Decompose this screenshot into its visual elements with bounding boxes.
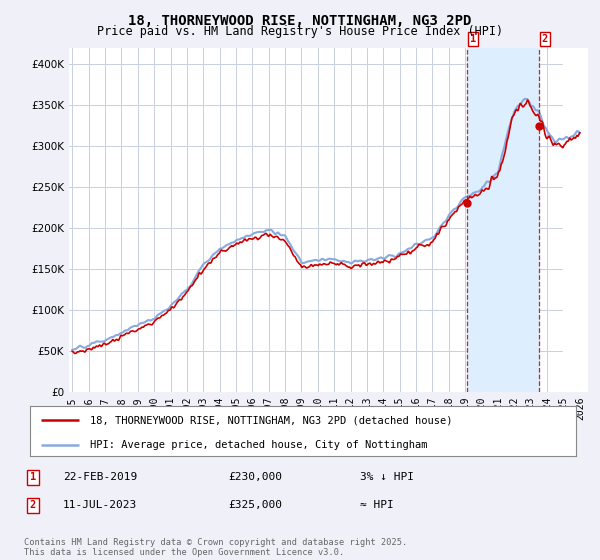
Text: 1: 1 (30, 472, 36, 482)
Text: 3% ↓ HPI: 3% ↓ HPI (360, 472, 414, 482)
Text: 2: 2 (30, 500, 36, 510)
Text: 2: 2 (542, 34, 548, 44)
Text: £230,000: £230,000 (228, 472, 282, 482)
Bar (563, 48, 588, 392)
Text: Contains HM Land Registry data © Crown copyright and database right 2025.
This d: Contains HM Land Registry data © Crown c… (24, 538, 407, 557)
Text: HPI: Average price, detached house, City of Nottingham: HPI: Average price, detached house, City… (90, 440, 428, 450)
Text: 18, THORNEYWOOD RISE, NOTTINGHAM, NG3 2PD (detached house): 18, THORNEYWOOD RISE, NOTTINGHAM, NG3 2P… (90, 415, 452, 425)
Bar (563, 48, 588, 392)
Text: 1: 1 (470, 34, 476, 44)
Bar (467, 48, 539, 392)
Text: ≈ HPI: ≈ HPI (360, 500, 394, 510)
Text: 22-FEB-2019: 22-FEB-2019 (63, 472, 137, 482)
Text: Price paid vs. HM Land Registry's House Price Index (HPI): Price paid vs. HM Land Registry's House … (97, 25, 503, 38)
Text: 18, THORNEYWOOD RISE, NOTTINGHAM, NG3 2PD: 18, THORNEYWOOD RISE, NOTTINGHAM, NG3 2P… (128, 14, 472, 28)
Text: £325,000: £325,000 (228, 500, 282, 510)
Text: 11-JUL-2023: 11-JUL-2023 (63, 500, 137, 510)
